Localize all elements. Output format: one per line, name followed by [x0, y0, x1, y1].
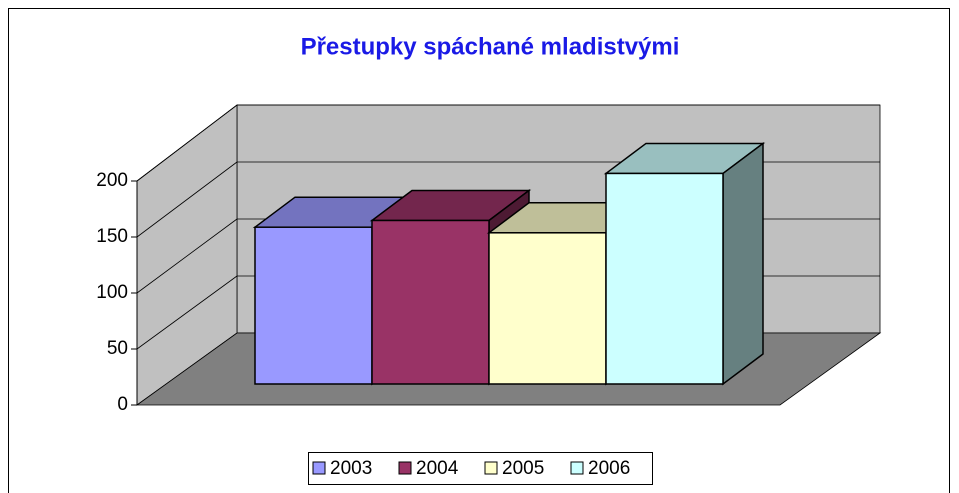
legend-label: 2003: [330, 458, 372, 479]
y-tick-label: 200: [96, 170, 128, 191]
legend-swatch: [312, 461, 326, 475]
bar-side: [722, 141, 764, 386]
y-tick-label: 100: [96, 282, 128, 303]
legend-label: 2004: [416, 458, 459, 479]
y-tick-label: 50: [107, 338, 128, 359]
bar: [254, 226, 373, 385]
grid-line: [136, 275, 238, 350]
y-tick-label: 150: [96, 226, 128, 247]
grid-line: [136, 104, 238, 182]
grid-line: [136, 218, 238, 294]
legend: [308, 452, 653, 485]
bar: [371, 219, 490, 385]
legend-swatch: [484, 461, 498, 475]
grid-line: [136, 161, 238, 238]
chart-title: Přestupky spáchané mladistvými: [301, 33, 680, 60]
legend-swatch: [398, 461, 412, 475]
legend-swatch: [570, 461, 584, 475]
bar: [605, 172, 724, 385]
y-tick-label: 0: [117, 394, 128, 415]
bar: [488, 232, 607, 385]
legend-label: 2006: [588, 458, 630, 479]
legend-label: 2005: [502, 458, 544, 479]
